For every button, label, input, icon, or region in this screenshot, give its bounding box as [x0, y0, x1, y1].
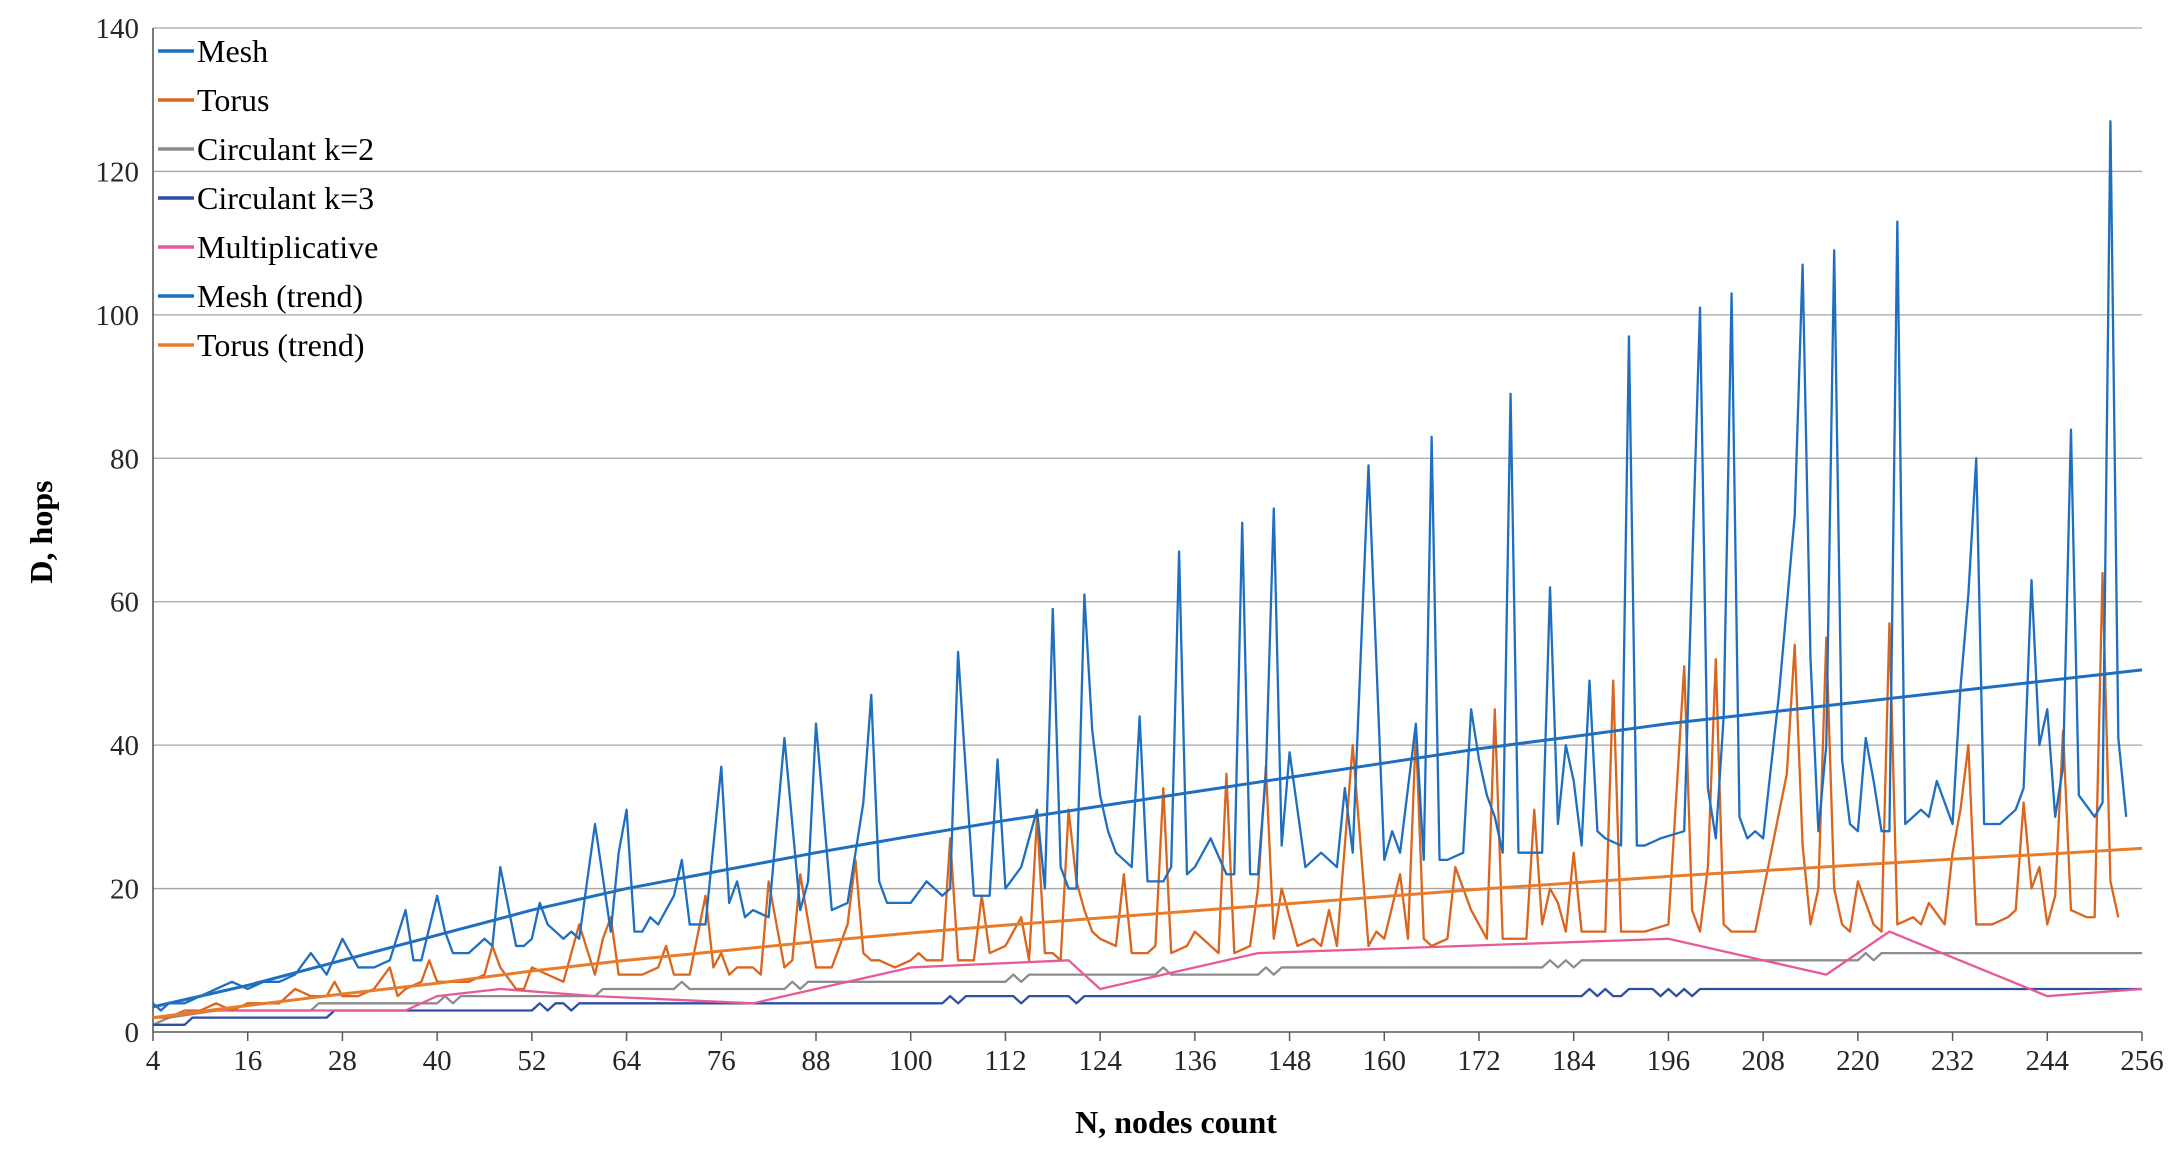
x-tick-label: 64 [612, 1045, 642, 1077]
x-tick-label: 160 [1363, 1045, 1407, 1077]
x-tick-label: 28 [328, 1045, 357, 1077]
x-tick-label: 232 [1931, 1045, 1975, 1077]
x-tick-label: 52 [517, 1045, 546, 1077]
x-tick-label: 220 [1836, 1045, 1880, 1077]
x-tick-label: 208 [1741, 1045, 1785, 1077]
legend-label: Torus [197, 82, 269, 118]
y-tick-label: 80 [110, 443, 139, 475]
y-tick-label: 40 [110, 730, 139, 762]
x-tick-label: 100 [889, 1045, 933, 1077]
x-tick-label: 244 [2026, 1045, 2070, 1077]
x-tick-label: 16 [233, 1045, 262, 1077]
series-line-5 [152, 668, 2143, 1009]
series-line-6 [152, 846, 2143, 1020]
x-tick-label: 40 [423, 1045, 452, 1077]
series-line-1 [153, 571, 2120, 1019]
legend-label: Circulant k=2 [197, 131, 374, 167]
y-tick-label: 140 [96, 13, 140, 45]
x-tick-label: 172 [1457, 1045, 1501, 1077]
series-line-3 [153, 987, 2142, 1026]
y-axis-title: D, hops [23, 480, 59, 583]
legend-label: Mesh (trend) [197, 278, 363, 314]
legend-label: Torus (trend) [197, 327, 364, 363]
y-tick-label: 120 [96, 156, 140, 188]
series-line-4 [152, 930, 2143, 1019]
y-tick-label: 20 [110, 874, 139, 906]
legend: Mesh Torus Circulant k=2 Circulant k=3 Multi… [158, 33, 378, 363]
x-tick-label: 196 [1647, 1045, 1691, 1077]
y-axis-ticks: 0 20 40 60 80 100 120 140 [96, 13, 140, 1049]
x-tick-label: 76 [707, 1045, 736, 1077]
x-axis-title: N, nodes count [1075, 1104, 1277, 1140]
x-tick-label: 124 [1078, 1045, 1122, 1077]
y-tick-label: 100 [96, 300, 140, 332]
gridlines [152, 27, 2142, 1033]
legend-label: Multiplicative [197, 229, 378, 265]
x-tick-label: 256 [2120, 1045, 2164, 1077]
y-tick-label: 60 [110, 587, 139, 619]
series-line-0 [152, 120, 2128, 1012]
y-tick-label: 0 [125, 1017, 140, 1049]
legend-label: Mesh [197, 33, 268, 69]
plot-area [152, 120, 2143, 1026]
x-tick-label: 148 [1268, 1045, 1312, 1077]
x-tick-label: 112 [984, 1045, 1026, 1077]
x-tick-label: 184 [1552, 1045, 1596, 1077]
legend-label: Circulant k=3 [197, 180, 374, 216]
x-tick-label: 4 [146, 1045, 161, 1077]
series-line-2 [152, 951, 2142, 1026]
x-tick-label: 136 [1173, 1045, 1217, 1077]
x-axis-ticks: 4 16 28 40 52 64 76 88 100 112 124 136 148 160 172 184 1… [146, 1032, 2164, 1077]
x-tick-label: 88 [802, 1045, 831, 1077]
